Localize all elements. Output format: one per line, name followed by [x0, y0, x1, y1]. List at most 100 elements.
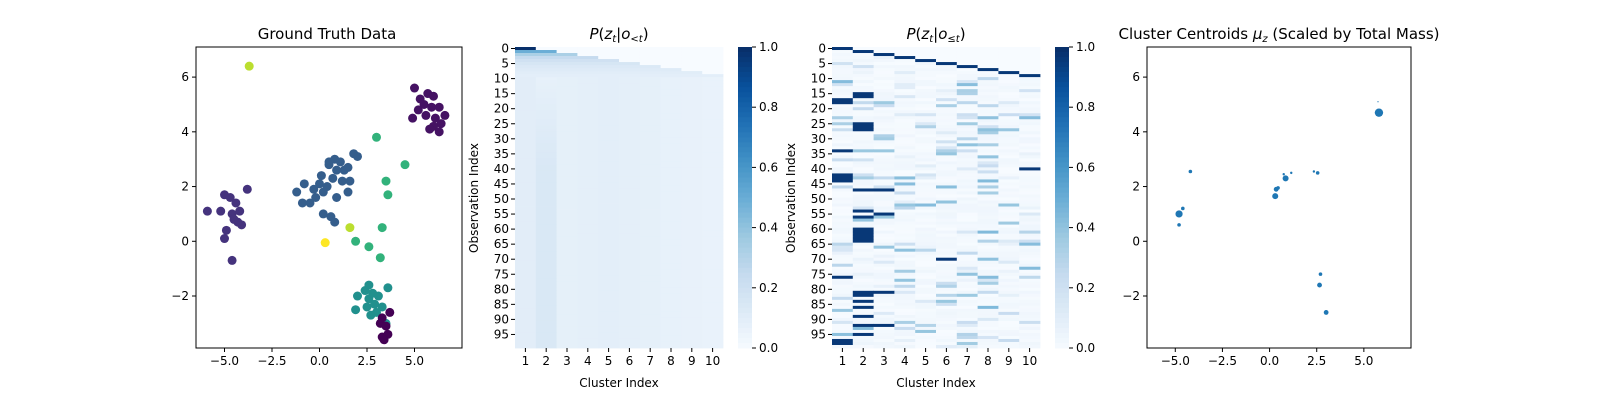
filtered-cell: [915, 296, 937, 301]
predictive-cell: [702, 152, 724, 156]
predictive-cell: [515, 185, 537, 189]
filtered-cell: [873, 188, 895, 192]
filtered-cell: [1019, 272, 1041, 277]
predictive-cell: [702, 80, 724, 84]
predictive-cell: [681, 314, 703, 319]
predictive-cell: [639, 221, 661, 225]
filtered-cell: [852, 266, 874, 271]
filtered-cell: [1019, 86, 1041, 90]
centroid-xtick-label: −2.5: [1208, 354, 1237, 368]
predictive-cell: [556, 128, 578, 132]
predictive-cell: [660, 344, 682, 349]
predictive-cell: [577, 344, 599, 349]
filtered-colorbar-tick-label: 0.0: [1076, 341, 1095, 355]
predictive-cell: [598, 230, 620, 235]
predictive-cell: [702, 140, 724, 144]
predictive-cell: [535, 266, 557, 271]
ground-truth-point: [335, 157, 345, 167]
ground-truth-xtick-label: 0.0: [310, 354, 329, 368]
filtered-cell: [894, 185, 916, 189]
filtered-cell: [852, 242, 874, 247]
predictive-cell: [660, 143, 682, 147]
filtered-cell: [873, 287, 895, 292]
predictive-colorbar-segment: [738, 137, 752, 143]
predictive-cell: [660, 158, 682, 162]
predictive-cell: [619, 344, 641, 349]
filtered-cell: [894, 248, 916, 253]
predictive-cell: [598, 227, 620, 232]
filtered-cell: [832, 266, 854, 271]
predictive-ytick-label: 80: [494, 282, 509, 296]
filtered-cell: [915, 92, 937, 96]
predictive-cell: [556, 116, 578, 120]
predictive-cell: [515, 152, 537, 156]
predictive-cell: [556, 149, 578, 153]
filtered-cell: [873, 344, 895, 349]
filtered-cell: [998, 56, 1020, 60]
predictive-cell: [598, 83, 620, 87]
filtered-cell: [894, 74, 916, 78]
predictive-cell: [515, 299, 537, 304]
filtered-cell: [956, 197, 978, 201]
filtered-cell: [936, 323, 958, 328]
predictive-cell: [535, 296, 557, 301]
filtered-heatmap-title: P(zt|o≤t): [906, 25, 965, 45]
predictive-cell: [681, 281, 703, 286]
filtered-cell: [1019, 197, 1041, 201]
filtered-ytick-label: 65: [811, 237, 826, 251]
predictive-cell: [702, 269, 724, 274]
filtered-cell: [998, 122, 1020, 126]
predictive-cell: [556, 326, 578, 331]
filtered-colorbar-segment: [1055, 317, 1069, 324]
filtered-cell: [852, 272, 874, 277]
predictive-cell: [577, 62, 599, 66]
predictive-cell: [598, 95, 620, 99]
predictive-cell: [577, 92, 599, 96]
filtered-cell: [977, 251, 999, 256]
filtered-cell: [1019, 113, 1041, 117]
filtered-cell: [915, 140, 937, 144]
filtered-cell: [956, 155, 978, 159]
predictive-cell: [660, 257, 682, 262]
predictive-cell: [556, 221, 578, 225]
predictive-cell: [681, 188, 703, 192]
predictive-cell: [598, 164, 620, 168]
predictive-cell: [660, 236, 682, 241]
predictive-cell: [556, 107, 578, 111]
filtered-cell: [977, 98, 999, 102]
filtered-cell: [894, 317, 916, 322]
predictive-cell: [535, 206, 557, 210]
filtered-cell: [832, 194, 854, 198]
filtered-cell: [998, 62, 1020, 66]
filtered-cell: [977, 200, 999, 204]
ground-truth-point: [408, 113, 418, 123]
filtered-cell: [956, 65, 978, 69]
filtered-cell: [1019, 230, 1041, 235]
predictive-cell: [577, 218, 599, 222]
predictive-cell: [619, 260, 641, 265]
filtered-colorbar-segment: [1055, 327, 1069, 334]
predictive-cell: [515, 230, 537, 235]
predictive-cell: [660, 191, 682, 195]
predictive-cell: [639, 194, 661, 198]
filtered-cell: [852, 308, 874, 313]
filtered-ytick-label: 90: [811, 312, 826, 326]
predictive-cell: [598, 53, 620, 57]
filtered-cell: [956, 140, 978, 144]
predictive-cell: [681, 155, 703, 159]
filtered-cell: [915, 251, 937, 256]
predictive-cell: [556, 95, 578, 99]
filtered-colorbar-segment: [1055, 77, 1069, 83]
filtered-cell: [998, 167, 1020, 171]
filtered-cell: [998, 176, 1020, 180]
filtered-ytick-label: 80: [811, 282, 826, 296]
filtered-cell: [956, 89, 978, 93]
filtered-colorbar-segment: [1055, 62, 1069, 68]
filtered-cell: [936, 134, 958, 138]
predictive-ytick-label: 40: [494, 162, 509, 176]
filtered-cell: [894, 149, 916, 153]
predictive-cell: [681, 305, 703, 310]
predictive-cell: [577, 77, 599, 81]
predictive-cell: [598, 65, 620, 69]
predictive-cell: [515, 302, 537, 307]
